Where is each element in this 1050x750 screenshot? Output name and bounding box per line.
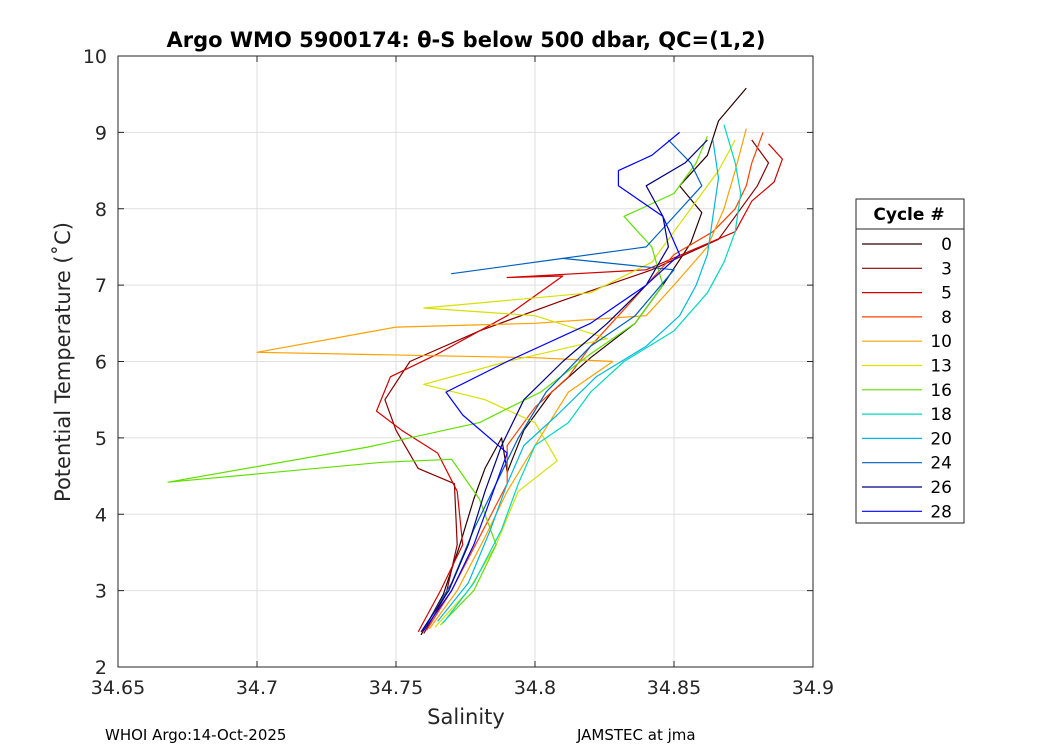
y-tick-label: 6 — [95, 352, 107, 374]
series-line-cycle-26 — [420, 139, 708, 633]
series-line-cycle-20 — [437, 139, 720, 622]
axis-ticks: 34.65 34.7 34.75 34.8 34.85 34.9 2 3 4 5 6 7 8 9 10 — [83, 46, 834, 699]
y-tick-label: 8 — [95, 199, 107, 221]
series-line-cycle-13 — [423, 139, 736, 628]
y-tick-label: 5 — [95, 428, 107, 450]
series-lines — [167, 87, 784, 636]
x-tick-label: 34.85 — [647, 677, 701, 699]
y-tick-label: 3 — [95, 581, 107, 603]
legend-items: 0 3 5 8 10 13 16 18 20 24 26 28 — [862, 235, 952, 522]
legend-box — [855, 198, 965, 524]
series-line-cycle-3 — [384, 139, 770, 634]
footer-left-note: WHOI Argo:14-Oct-2025 — [105, 726, 287, 744]
y-tick-label: 4 — [95, 504, 107, 526]
series-line-cycle-28 — [423, 131, 681, 631]
legend-label-cycle-20: 20 — [930, 429, 952, 449]
x-tick-label: 34.75 — [369, 677, 423, 699]
x-tick-label: 34.9 — [792, 677, 834, 699]
series-line-cycle-16 — [167, 135, 708, 626]
y-tick-label: 7 — [95, 275, 107, 297]
legend-label-cycle-18: 18 — [930, 405, 952, 425]
footer-right-note: JAMSTEC at jma — [577, 726, 696, 744]
series-line-cycle-0 — [420, 87, 747, 636]
legend-label-cycle-5: 5 — [941, 284, 952, 304]
x-axis-label: Salinity — [427, 705, 505, 729]
legend-label-cycle-26: 26 — [930, 478, 952, 498]
legend-label-cycle-8: 8 — [941, 308, 952, 328]
legend-label-cycle-10: 10 — [930, 332, 952, 352]
legend-label-cycle-0: 0 — [941, 235, 952, 255]
legend-title: Cycle # — [873, 205, 944, 225]
legend: Cycle # 0 3 5 8 10 13 16 18 20 24 26 28 — [855, 198, 965, 524]
y-tick-label: 10 — [83, 46, 107, 68]
series-line-cycle-18 — [442, 124, 742, 624]
x-tick-label: 34.7 — [236, 677, 278, 699]
series-line-cycle-10 — [256, 128, 747, 630]
legend-label-cycle-13: 13 — [930, 357, 952, 377]
legend-label-cycle-16: 16 — [930, 381, 952, 401]
x-tick-label: 34.65 — [91, 677, 145, 699]
legend-label-cycle-3: 3 — [941, 259, 952, 279]
legend-label-cycle-28: 28 — [930, 502, 952, 522]
y-tick-label: 2 — [95, 657, 107, 679]
legend-label-cycle-24: 24 — [930, 454, 952, 474]
x-tick-label: 34.8 — [514, 677, 556, 699]
chart-title: Argo WMO 5900174: θ-S below 500 dbar, QC… — [167, 28, 766, 52]
series-line-cycle-5 — [375, 143, 784, 633]
y-tick-label: 9 — [95, 122, 107, 144]
y-axis-label: Potential Temperature (˚C) — [51, 222, 75, 502]
series-line-cycle-24 — [423, 139, 703, 630]
